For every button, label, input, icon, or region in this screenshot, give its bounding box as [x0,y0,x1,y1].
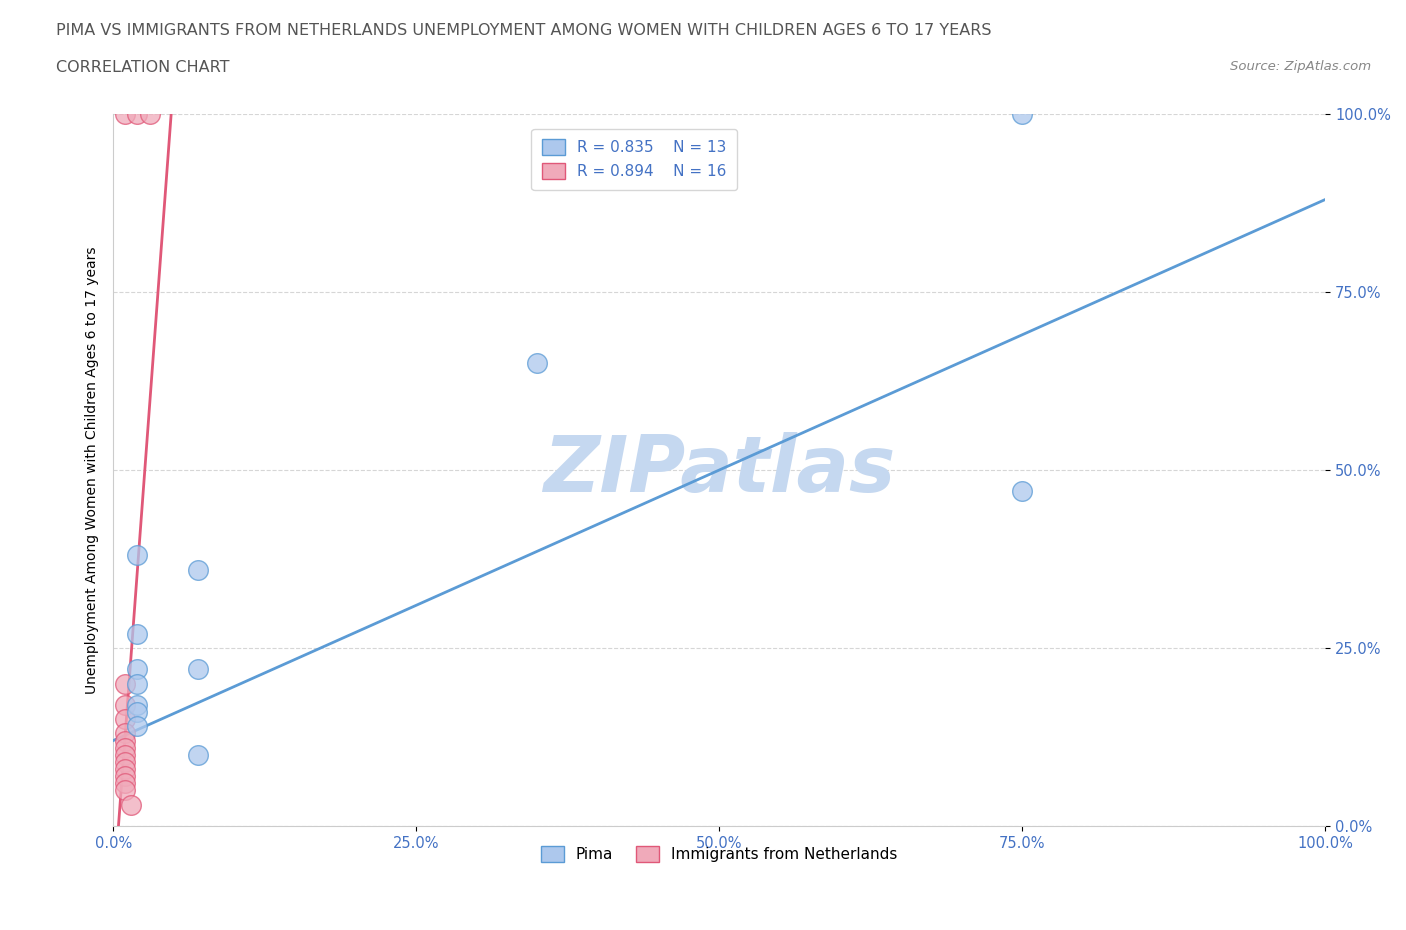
Point [114,698,136,712]
Point [114,733,136,748]
Point [127,107,149,122]
Text: CORRELATION CHART: CORRELATION CHART [56,60,229,75]
Point [187,748,209,763]
Point [127,705,149,720]
Point [114,676,136,691]
Point [114,769,136,784]
Point [138,107,160,122]
Point [526,356,548,371]
Point [187,563,209,578]
Point [114,748,136,763]
Point [114,711,136,726]
Point [127,719,149,734]
Point [114,783,136,798]
Point [114,107,136,122]
Point [120,797,142,812]
Point [114,776,136,790]
Point [127,698,149,712]
Point [114,754,136,769]
Point [1011,484,1033,498]
Point [114,740,136,755]
Y-axis label: Unemployment Among Women with Children Ages 6 to 17 years: Unemployment Among Women with Children A… [86,246,100,694]
Text: PIMA VS IMMIGRANTS FROM NETHERLANDS UNEMPLOYMENT AMONG WOMEN WITH CHILDREN AGES : PIMA VS IMMIGRANTS FROM NETHERLANDS UNEM… [56,23,991,38]
Point [114,762,136,777]
Point [1011,107,1033,122]
Point [127,626,149,641]
Point [114,726,136,741]
Legend: Pima, Immigrants from Netherlands: Pima, Immigrants from Netherlands [534,840,904,869]
Point [127,548,149,563]
Text: ZIPatlas: ZIPatlas [543,432,896,508]
Point [127,662,149,677]
Text: Source: ZipAtlas.com: Source: ZipAtlas.com [1230,60,1371,73]
Point [187,662,209,677]
Point [127,676,149,691]
